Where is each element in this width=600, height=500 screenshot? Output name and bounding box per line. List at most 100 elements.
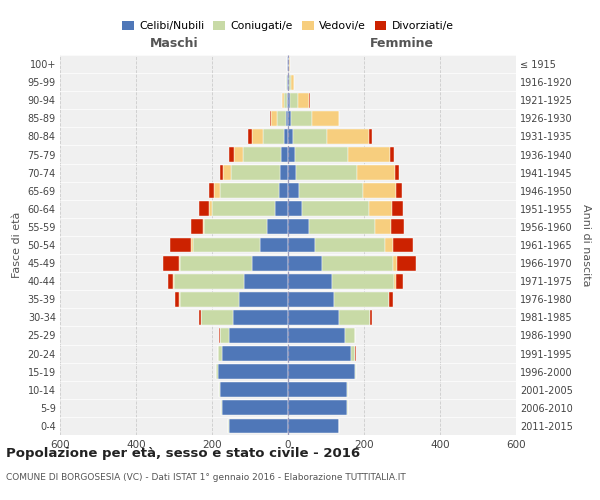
Bar (281, 147, 288, 162)
Bar (376, 220, 391, 234)
Bar (390, 147, 394, 162)
Bar (248, 129, 252, 144)
Bar (252, 256, 288, 270)
Bar (394, 274, 396, 288)
Bar (322, 256, 392, 270)
Y-axis label: Fasce di età: Fasce di età (12, 212, 22, 278)
Bar (203, 220, 205, 234)
Bar (212, 202, 275, 216)
Bar (369, 202, 392, 216)
Bar (334, 292, 389, 306)
Bar (229, 147, 233, 162)
Bar (284, 129, 288, 144)
Bar (309, 93, 310, 108)
Bar (392, 202, 403, 216)
Bar (288, 364, 355, 379)
Bar (368, 129, 373, 144)
Bar (252, 129, 263, 144)
Bar (287, 56, 288, 72)
Bar (267, 220, 288, 234)
Bar (332, 274, 394, 288)
Bar (355, 364, 356, 379)
Bar (239, 292, 288, 306)
Bar (288, 256, 322, 270)
Bar (220, 165, 223, 180)
Bar (223, 165, 231, 180)
Bar (288, 400, 347, 415)
Bar (191, 220, 203, 234)
Bar (312, 111, 338, 126)
Bar (219, 382, 220, 397)
Bar (209, 202, 212, 216)
Bar (283, 93, 284, 108)
Bar (287, 74, 288, 90)
Bar (229, 418, 288, 434)
Bar (288, 346, 350, 361)
Bar (173, 274, 174, 288)
Bar (397, 256, 416, 270)
Bar (180, 292, 239, 306)
Bar (288, 111, 291, 126)
Bar (205, 220, 267, 234)
Bar (391, 220, 404, 234)
Bar (395, 184, 403, 198)
Bar (288, 202, 302, 216)
Bar (288, 74, 289, 90)
Bar (191, 238, 193, 252)
Bar (288, 382, 347, 397)
Bar (363, 184, 395, 198)
Bar (180, 256, 252, 270)
Bar (200, 310, 233, 325)
Bar (392, 238, 413, 252)
Bar (395, 165, 399, 180)
Bar (338, 111, 340, 126)
Bar (179, 256, 180, 270)
Bar (214, 184, 220, 198)
Bar (288, 310, 340, 325)
Bar (293, 129, 327, 144)
Bar (290, 74, 294, 90)
Bar (288, 238, 314, 252)
Bar (288, 56, 289, 72)
Text: Femmine: Femmine (370, 36, 434, 50)
Bar (288, 328, 345, 343)
Bar (278, 184, 288, 198)
Bar (275, 202, 288, 216)
Bar (392, 256, 397, 270)
Bar (199, 202, 209, 216)
Bar (244, 274, 288, 288)
Bar (302, 202, 369, 216)
Bar (233, 147, 243, 162)
Bar (280, 165, 288, 180)
Bar (270, 111, 271, 126)
Bar (340, 310, 370, 325)
Bar (175, 292, 179, 306)
Bar (221, 400, 288, 415)
Bar (260, 238, 288, 252)
Bar (288, 274, 332, 288)
Bar (296, 165, 357, 180)
Bar (231, 165, 280, 180)
Bar (179, 292, 180, 306)
Bar (286, 74, 287, 90)
Bar (288, 184, 299, 198)
Bar (397, 274, 403, 288)
Bar (288, 292, 334, 306)
Bar (233, 310, 288, 325)
Bar (220, 328, 229, 343)
Legend: Celibi/Nubili, Coniugati/e, Vedovi/e, Divorziati/e: Celibi/Nubili, Coniugati/e, Vedovi/e, Di… (118, 16, 458, 36)
Bar (170, 238, 191, 252)
Bar (209, 184, 214, 198)
Bar (271, 111, 277, 126)
Bar (355, 346, 356, 361)
Bar (389, 292, 393, 306)
Bar (345, 328, 355, 343)
Bar (163, 256, 179, 270)
Bar (309, 220, 376, 234)
Bar (288, 165, 296, 180)
Bar (174, 274, 244, 288)
Bar (314, 238, 385, 252)
Bar (220, 382, 288, 397)
Bar (299, 184, 363, 198)
Bar (221, 346, 288, 361)
